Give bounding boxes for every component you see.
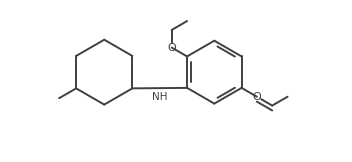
Text: NH: NH: [152, 92, 168, 102]
Text: O: O: [252, 92, 261, 102]
Text: O: O: [168, 43, 176, 53]
